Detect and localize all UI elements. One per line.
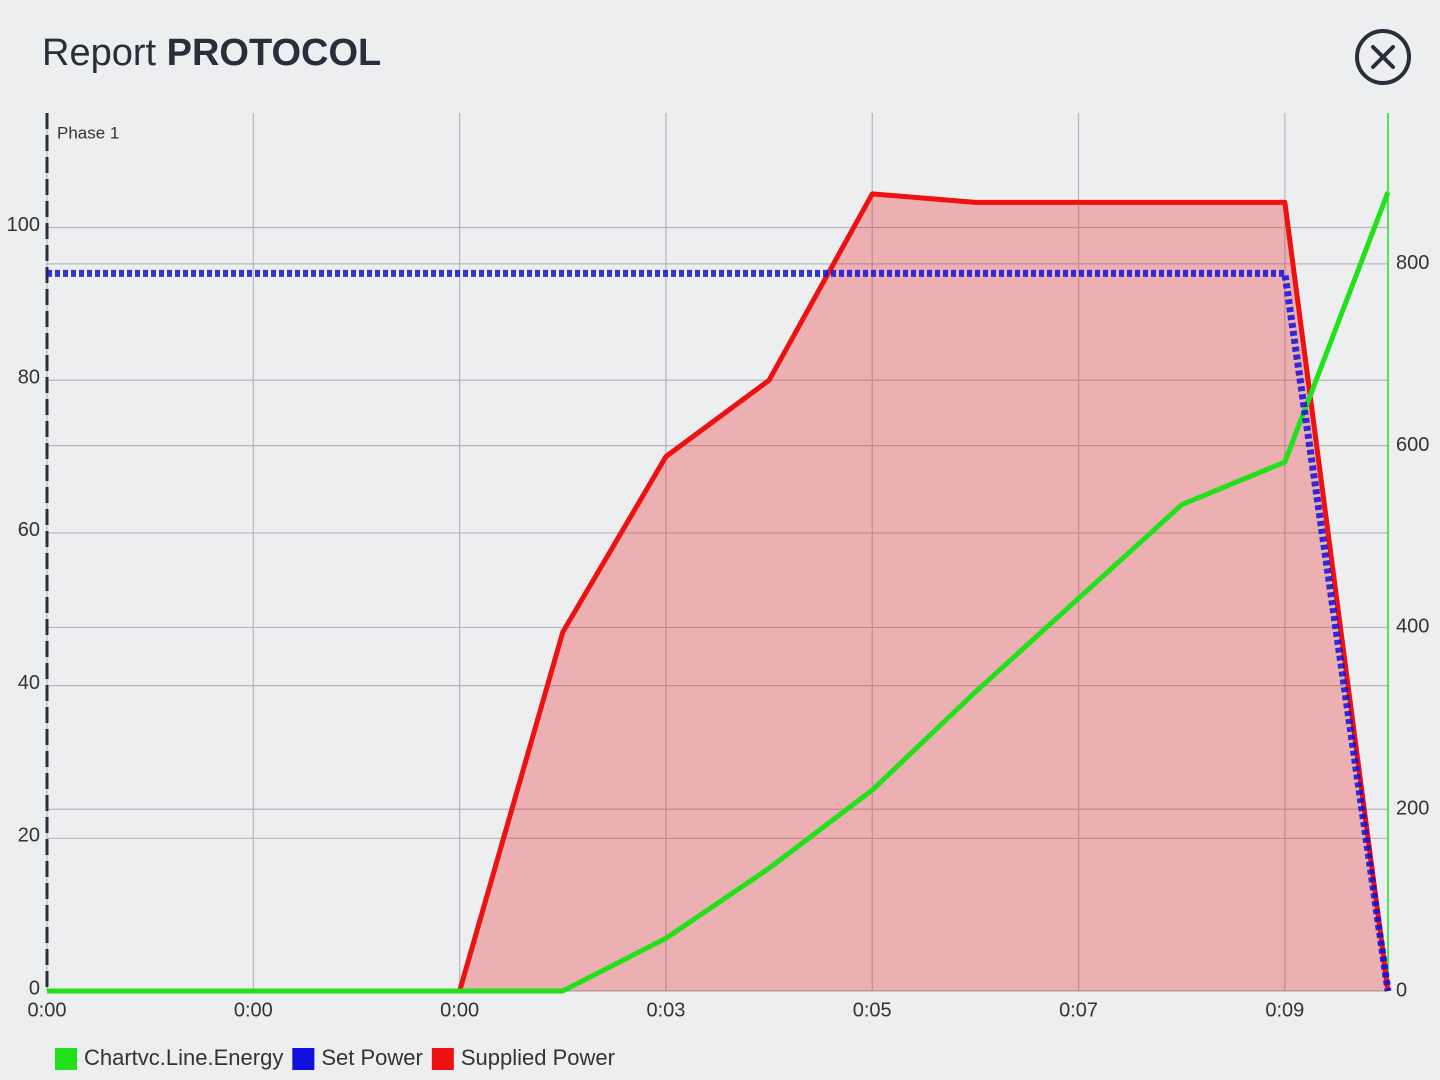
grid (45, 113, 1389, 992)
y-tick-label: 80 (18, 366, 40, 388)
title-emphasis: PROTOCOL (167, 32, 382, 74)
y2-tick-label: 800 (1396, 252, 1429, 274)
legend-label: Set Power (321, 1045, 423, 1070)
y-tick-label: 100 (7, 214, 40, 236)
close-button[interactable] (1355, 29, 1411, 85)
y-tick-label: 40 (18, 672, 40, 694)
labels: 0 20 40 60 80 100 0 200 400 600 800 0:00 0:00 0:00 0:0… (7, 123, 1429, 1070)
legend-swatch (431, 1048, 454, 1070)
legend-swatch (292, 1048, 315, 1070)
y-tick-label: 20 (18, 825, 40, 847)
x-tick-label: 0:05 (853, 999, 892, 1021)
x-tick-label: 0:00 (234, 999, 273, 1021)
title-text: Report (42, 32, 156, 74)
y-tick-label: 60 (18, 519, 40, 541)
legend-label: Chartvc.Line.Energy (84, 1045, 283, 1070)
y-tick-label: 0 (29, 977, 40, 999)
legend-swatch (55, 1048, 77, 1070)
close-icon[interactable] (1371, 45, 1395, 69)
x-tick-label: 0:07 (1059, 999, 1098, 1021)
y2-tick-label: 200 (1396, 798, 1429, 820)
area (47, 193, 1388, 991)
close-circle[interactable] (1355, 29, 1411, 85)
x-tick-label: 0:03 (646, 999, 685, 1021)
y2-tick-label: 400 (1396, 616, 1429, 638)
x-tick-label: 0:00 (28, 999, 67, 1021)
annotation: Phase 1 (57, 123, 119, 142)
x-tick-label: 0:09 (1265, 999, 1304, 1021)
legend-label: Supplied Power (461, 1045, 615, 1070)
y2-tick-label: 0 (1396, 979, 1407, 1001)
plot (47, 191, 1392, 994)
line (47, 191, 1391, 994)
y2-tick-label: 600 (1396, 434, 1429, 456)
page-title: Report PROTOCOL (42, 32, 381, 74)
x-tick-label: 0:00 (440, 999, 479, 1021)
